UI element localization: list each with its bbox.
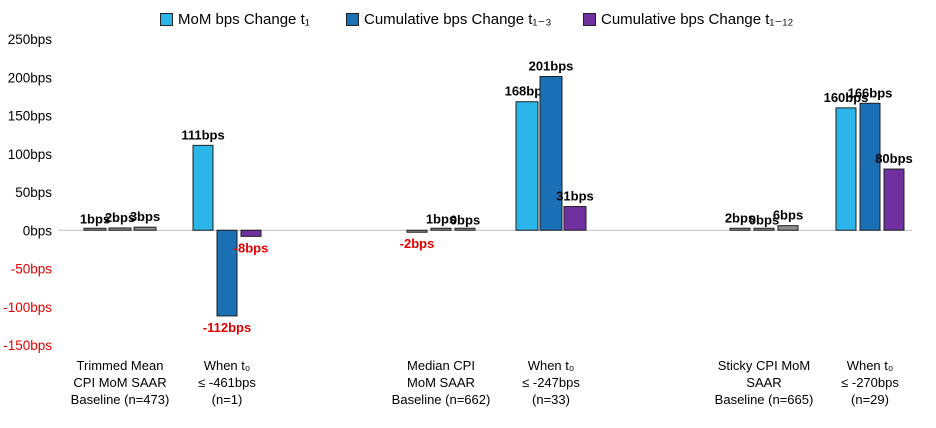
category-label: ≤ -247bps bbox=[522, 375, 580, 390]
y-tick-label: -150bps bbox=[3, 338, 52, 353]
data-label: -2bps bbox=[400, 236, 435, 251]
data-label: 201bps bbox=[529, 58, 574, 73]
bar bbox=[515, 101, 539, 231]
legend-label-cum12: Cumulative bps Change t₁₋₁₂ bbox=[601, 11, 794, 28]
category-label: (n=29) bbox=[851, 392, 889, 407]
category-label: (n=1) bbox=[212, 392, 243, 407]
category-label: SAAR bbox=[746, 375, 781, 390]
y-tick-label: 150bps bbox=[8, 109, 53, 124]
y-tick-label: 200bps bbox=[8, 70, 53, 85]
legend-item-cum3: Cumulative bps Change t₁₋₃ bbox=[346, 8, 552, 30]
bar bbox=[192, 144, 214, 231]
category-label: CPI MoM SAAR bbox=[73, 375, 166, 390]
bar bbox=[83, 227, 107, 231]
data-label: 6bps bbox=[773, 208, 803, 223]
bar bbox=[729, 227, 751, 231]
data-label: 0bps bbox=[749, 212, 779, 227]
y-tick-label: -50bps bbox=[11, 262, 53, 277]
category-label: Baseline (n=665) bbox=[715, 392, 814, 407]
data-label: 3bps bbox=[130, 209, 160, 224]
bar bbox=[108, 227, 132, 231]
legend-swatch-mom bbox=[160, 12, 173, 26]
legend-item-cum12: Cumulative bps Change t₁₋₁₂ bbox=[583, 8, 793, 30]
bar bbox=[563, 206, 587, 231]
legend-swatch-cum12 bbox=[583, 12, 596, 26]
data-label: 80bps bbox=[875, 151, 913, 166]
y-tick-label: 0bps bbox=[23, 223, 53, 238]
data-label: 168bps bbox=[505, 84, 550, 99]
data-label: 1bps bbox=[426, 211, 456, 226]
category-label: Sticky CPI MoM bbox=[718, 358, 810, 373]
y-tick-label: 100bps bbox=[8, 147, 53, 162]
bar bbox=[430, 227, 452, 231]
category-label: Trimmed Mean bbox=[77, 358, 164, 373]
category-label: (n=33) bbox=[532, 392, 570, 407]
data-label: 31bps bbox=[556, 189, 594, 204]
category-label: MoM SAAR bbox=[407, 375, 475, 390]
category-label: Median CPI bbox=[407, 358, 475, 373]
bar bbox=[133, 226, 157, 231]
bar bbox=[835, 107, 857, 231]
bar bbox=[883, 168, 905, 231]
y-tick-label: -100bps bbox=[3, 300, 52, 315]
bar bbox=[454, 227, 476, 231]
category-label: When t₀ bbox=[204, 358, 251, 373]
legend-item-mom: MoM bps Change t₁ bbox=[160, 8, 310, 30]
legend: MoM bps Change t₁ Cumulative bps Change … bbox=[0, 8, 936, 30]
category-label: ≤ -270bps bbox=[841, 375, 899, 390]
bar bbox=[777, 225, 799, 231]
data-label: -8bps bbox=[234, 240, 269, 255]
legend-label-mom: MoM bps Change t₁ bbox=[178, 10, 310, 28]
data-label: 2bps bbox=[725, 211, 755, 226]
category-label: Baseline (n=662) bbox=[392, 392, 491, 407]
bar bbox=[539, 75, 563, 231]
category-label: Baseline (n=473) bbox=[71, 392, 170, 407]
category-label: When t₀ bbox=[528, 358, 575, 373]
bar bbox=[216, 229, 238, 317]
data-label: 160bps bbox=[824, 90, 869, 105]
data-label: 0bps bbox=[450, 212, 480, 227]
data-label: 111bps bbox=[181, 127, 224, 142]
y-tick-label: 50bps bbox=[15, 185, 52, 200]
data-label: 166bps bbox=[848, 85, 893, 100]
bar bbox=[753, 227, 775, 231]
legend-label-cum3: Cumulative bps Change t₁₋₃ bbox=[364, 11, 552, 28]
category-label: When t₀ bbox=[847, 358, 894, 373]
y-tick-label: 250bps bbox=[8, 32, 53, 47]
data-label: 1bps bbox=[80, 211, 110, 226]
category-label: ≤ -461bps bbox=[198, 375, 256, 390]
data-label: 2bps bbox=[105, 210, 135, 225]
bar bbox=[859, 102, 881, 231]
data-label: -112bps bbox=[203, 320, 251, 335]
bar bbox=[240, 229, 262, 237]
legend-swatch-cum3 bbox=[346, 12, 359, 26]
bar bbox=[406, 229, 428, 233]
